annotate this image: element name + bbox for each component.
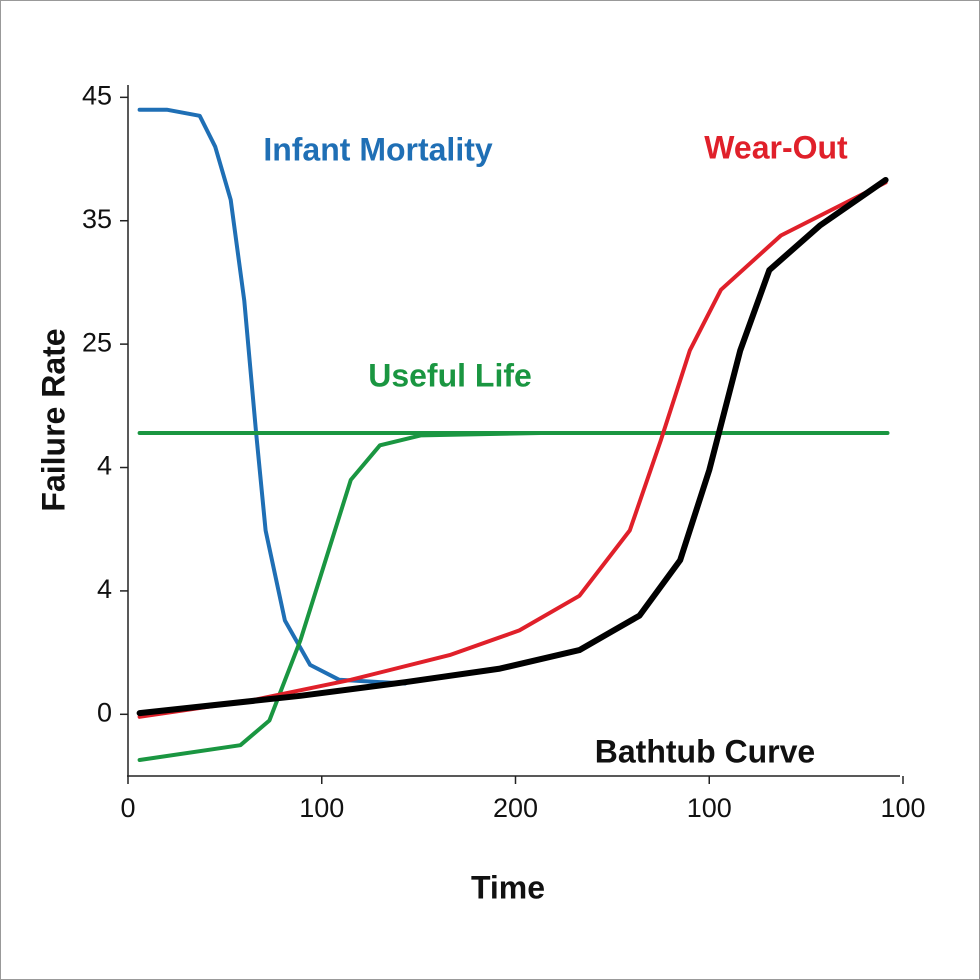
series-line [137, 431, 890, 762]
series-label: Infant Mortality [263, 131, 493, 167]
x-tick-label: 0 [120, 793, 135, 823]
series-line [137, 107, 408, 686]
y-axis-title: Failure Rate [35, 328, 71, 511]
x-tick-label: 100 [687, 793, 732, 823]
x-tick-label: 100 [299, 793, 344, 823]
x-tick-label: 100 [880, 793, 925, 823]
x-axis-title: Time [471, 869, 545, 905]
series-label: Wear-Out [704, 129, 848, 165]
y-tick-label: 4 [97, 451, 112, 481]
series-label: Useful Life [368, 357, 532, 393]
y-tick-label: 0 [97, 697, 112, 727]
series-label: Bathtub Curve [595, 733, 815, 769]
x-tick-label: 200 [493, 793, 538, 823]
series-line [136, 177, 889, 717]
y-tick-label: 35 [82, 204, 112, 234]
y-tick-label: 45 [82, 80, 112, 110]
y-tick-label: 4 [97, 574, 112, 604]
series-line [137, 180, 888, 719]
y-tick-label: 25 [82, 327, 112, 357]
